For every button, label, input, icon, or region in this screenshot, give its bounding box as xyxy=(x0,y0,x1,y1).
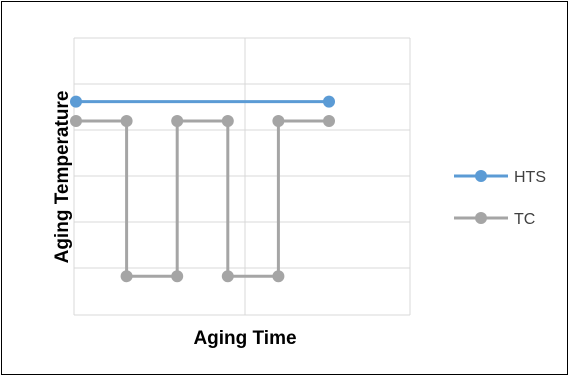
legend-marker xyxy=(475,170,487,182)
legend-entry-hts: HTS xyxy=(454,169,546,186)
data-point-tc xyxy=(272,270,285,283)
data-point-tc xyxy=(171,270,184,283)
data-point-tc xyxy=(70,115,82,127)
data-point-hts xyxy=(323,95,335,108)
data-point-tc xyxy=(120,270,133,283)
data-point-tc xyxy=(323,115,335,127)
data-point-tc xyxy=(272,115,285,127)
data-point-tc xyxy=(221,115,234,127)
y-axis-title: Aging Temperature xyxy=(52,91,73,264)
plot-area xyxy=(70,95,335,283)
data-point-tc xyxy=(221,270,234,283)
legend-entry-tc: TC xyxy=(454,211,535,228)
x-axis-title: Aging Time xyxy=(193,328,296,349)
data-point-tc xyxy=(171,115,184,127)
legend-marker xyxy=(475,212,487,224)
legend: HTS TC xyxy=(454,169,546,228)
series-line-tc xyxy=(76,119,329,278)
gridlines xyxy=(73,37,411,316)
data-point-tc xyxy=(120,115,133,127)
data-point-hts xyxy=(70,95,82,108)
series-hts xyxy=(70,95,335,108)
series-tc xyxy=(70,115,335,283)
legend-label: HTS xyxy=(514,169,546,186)
legend-label: TC xyxy=(514,211,535,228)
